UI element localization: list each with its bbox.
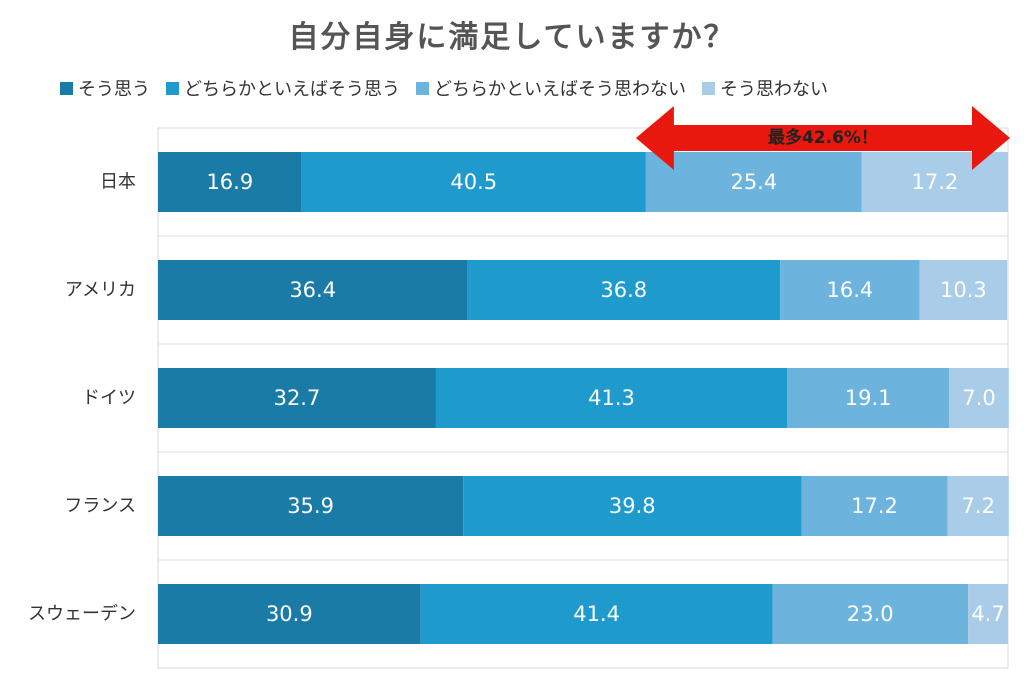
bar-segment <box>801 476 948 536</box>
data-label: 30.9 <box>266 602 313 626</box>
data-label: 7.2 <box>962 494 995 518</box>
legend-item: どちらかといえばそう思わない <box>416 75 686 101</box>
bar-segment <box>780 260 920 320</box>
data-label: 17.2 <box>912 170 959 194</box>
chart-title: 自分自身に満足していますか？ <box>288 20 736 55</box>
bar-segment <box>968 584 1008 644</box>
bar-segment <box>158 152 302 212</box>
data-label: 35.9 <box>287 494 334 518</box>
data-label: 10.3 <box>940 278 987 302</box>
category-label: スウェーデン <box>28 604 136 625</box>
category-label: フランス <box>64 496 136 517</box>
data-label: 19.1 <box>845 386 892 410</box>
data-label: 39.8 <box>609 494 656 518</box>
legend-label: そう思う <box>78 79 150 100</box>
data-label: 25.4 <box>730 170 777 194</box>
bar-segment <box>158 584 421 644</box>
legend: そう思う どちらかといえばそう思う どちらかといえばそう思わない そう思わない <box>60 74 844 102</box>
bar-segment <box>158 476 464 536</box>
bar-segment <box>772 584 969 644</box>
annotation-label: 最多42.6%！ <box>768 127 878 148</box>
legend-swatch <box>416 81 429 95</box>
category-label: アメリカ <box>65 280 136 301</box>
bar-segment <box>861 152 1008 212</box>
bar-segment <box>158 368 436 428</box>
data-label: 40.5 <box>450 170 497 194</box>
legend-swatch <box>60 81 73 95</box>
bar-segment <box>467 260 781 320</box>
data-label: 17.2 <box>851 494 898 518</box>
legend-swatch <box>702 81 715 95</box>
data-label: 4.7 <box>971 602 1004 626</box>
bar-segment <box>420 584 773 644</box>
legend-label: どちらかといえばそう思う <box>184 79 400 100</box>
data-label: 41.3 <box>588 386 635 410</box>
bar-segment <box>787 368 950 428</box>
bar-segment <box>949 368 1009 428</box>
bar-segment <box>645 152 862 212</box>
category-label: ドイツ <box>82 388 136 409</box>
data-label: 16.9 <box>206 170 253 194</box>
legend-item: そう思う <box>60 75 150 101</box>
data-label: 16.4 <box>827 278 874 302</box>
legend-swatch <box>166 81 179 95</box>
legend-item: そう思わない <box>702 75 828 101</box>
bar-segment <box>158 260 468 320</box>
data-label: 23.0 <box>847 602 894 626</box>
legend-label: どちらかといえばそう思わない <box>434 79 686 100</box>
bar-segment <box>301 152 646 212</box>
category-label: 日本 <box>100 172 136 193</box>
data-label: 36.4 <box>289 278 336 302</box>
bar-segment <box>463 476 802 536</box>
legend-item: どちらかといえばそう思う <box>166 75 400 101</box>
data-label: 7.0 <box>962 386 995 410</box>
bar-segment <box>919 260 1008 320</box>
data-label: 36.8 <box>600 278 647 302</box>
legend-label: そう思わない <box>720 79 828 100</box>
data-label: 41.4 <box>573 602 620 626</box>
bar-segment <box>435 368 787 428</box>
data-label: 32.7 <box>274 386 321 410</box>
bar-segment <box>947 476 1009 536</box>
annotation-arrow <box>635 106 1010 170</box>
